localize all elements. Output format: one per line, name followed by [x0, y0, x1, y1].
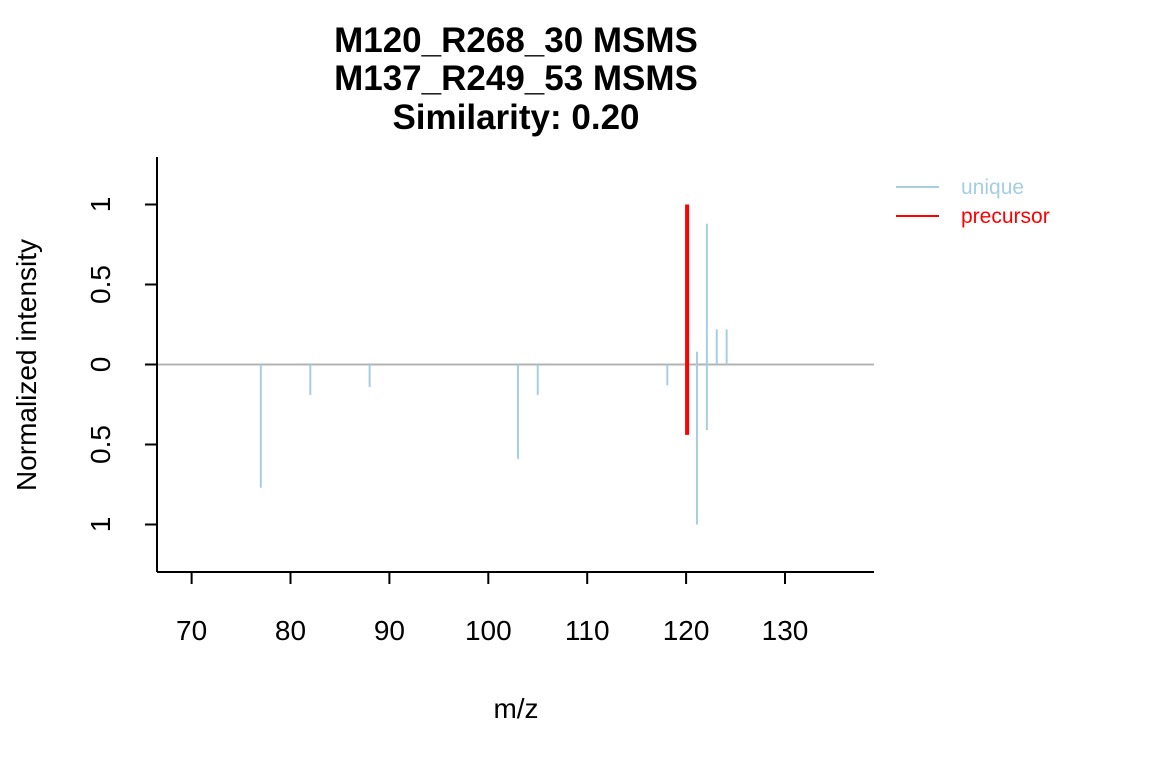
- legend-label-precursor: precursor: [961, 205, 1050, 228]
- x-tick-label-100: 100: [465, 615, 512, 646]
- chart-title-line-2: M137_R249_53 MSMS: [334, 59, 698, 98]
- x-tick-label-130: 130: [762, 615, 809, 646]
- legend-label-unique: unique: [961, 176, 1024, 199]
- y-tick-label-0: 1: [85, 197, 116, 213]
- axes: 70 80 90 100 110 120 130 1 0.5 0 0.5 1: [85, 157, 874, 646]
- x-tick-label-80: 80: [275, 615, 306, 646]
- x-tick-label-120: 120: [663, 615, 710, 646]
- legend: unique precursor: [896, 176, 1050, 228]
- chart-title-line-3: Similarity: 0.20: [392, 98, 640, 137]
- x-tick-label-70: 70: [176, 615, 207, 646]
- y-axis-label: Normalized intensity: [11, 239, 42, 491]
- x-tick-label-90: 90: [374, 615, 405, 646]
- y-tick-label-3: 0.5: [85, 425, 116, 464]
- chart-title-line-1: M120_R268_30 MSMS: [334, 21, 698, 60]
- y-tick-label-4: 1: [85, 517, 116, 533]
- y-tick-label-2: 0: [85, 357, 116, 373]
- x-tick-label-110: 110: [565, 615, 610, 646]
- y-tick-label-1: 0.5: [85, 265, 116, 304]
- x-axis-label: m/z: [493, 693, 538, 724]
- plot-area: [157, 204, 874, 525]
